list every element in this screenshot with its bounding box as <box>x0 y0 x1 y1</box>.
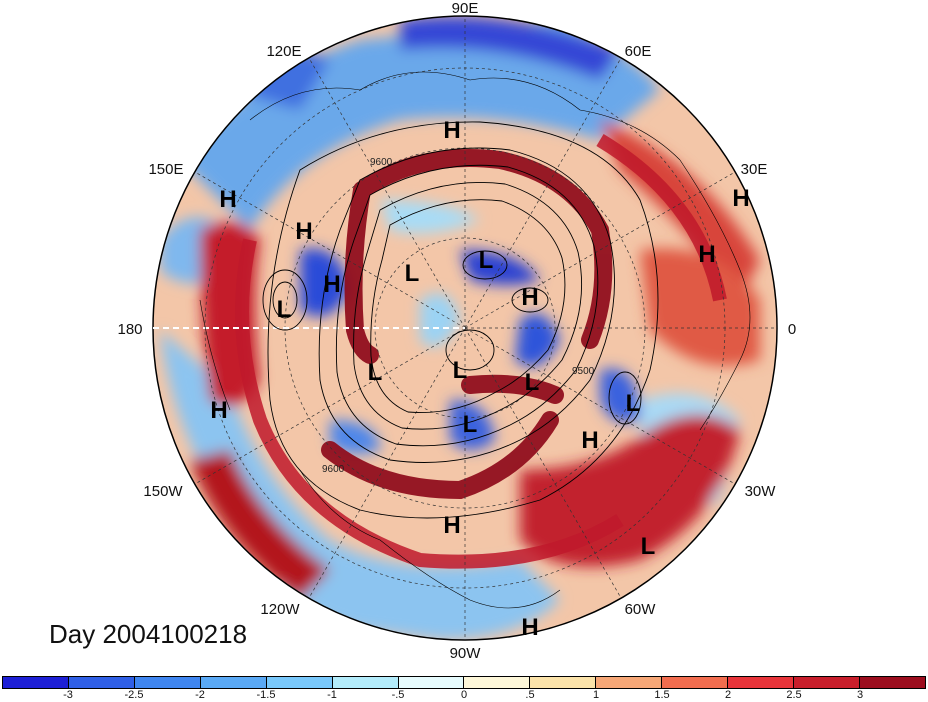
pressure-center-high: H <box>210 397 227 424</box>
colorbar-tick-label: 2 <box>724 689 732 701</box>
colorbar-segment <box>859 677 925 688</box>
colorbar-tick-label: 1.5 <box>654 689 670 701</box>
pressure-center-low: L <box>479 247 494 274</box>
pressure-center-low: L <box>453 357 468 384</box>
pressure-center-high: H <box>443 512 460 539</box>
pressure-center-high: H <box>581 427 598 454</box>
lon-label-120e: 120E <box>266 43 301 60</box>
pressure-center-high: H <box>521 614 538 641</box>
pressure-center-high: H <box>732 185 749 212</box>
colorbar-segment <box>68 677 135 688</box>
day-label: Day 2004100218 <box>49 619 248 649</box>
pressure-center-high: H <box>323 271 340 298</box>
colorbar-segment <box>200 677 267 688</box>
anomaly-field <box>153 16 777 640</box>
lon-label-30w: 30W <box>745 483 777 500</box>
pressure-center-low: L <box>525 369 540 396</box>
lon-label-120w: 120W <box>260 601 300 618</box>
pressure-center-low: L <box>277 296 292 323</box>
contour-label: 9600 <box>370 157 393 168</box>
pressure-center-low: L <box>641 533 656 560</box>
pressure-center-low: L <box>626 390 641 417</box>
lon-label-60e: 60E <box>625 43 652 60</box>
colorbar-segment <box>794 677 860 688</box>
colorbar-tick-labels: -3 -2.5 -2 -1.5 -1 -.5 0 .5 1 1.5 2 2.5 3 <box>0 689 928 702</box>
colorbar-tick-label: 1 <box>592 689 600 701</box>
lon-label-90e: 90E <box>452 0 479 17</box>
colorbar-segment <box>266 677 333 688</box>
contour-label: 9500 <box>572 366 595 377</box>
colorbar-segment <box>662 677 729 688</box>
pressure-center-high: H <box>443 117 460 144</box>
lon-label-60w: 60W <box>625 601 657 618</box>
colorbar-tick-label: 2.5 <box>786 689 802 701</box>
lon-label-90w: 90W <box>450 645 482 662</box>
contour-label: 9600 <box>322 464 345 475</box>
pressure-center-low: L <box>463 411 478 438</box>
colorbar-segment <box>3 677 69 688</box>
colorbar-segment <box>464 677 531 688</box>
colorbar-segment <box>332 677 399 688</box>
lon-label-0: 0 <box>788 321 796 338</box>
lon-label-150w: 150W <box>143 483 183 500</box>
colorbar-tick-label: 0 <box>460 689 468 701</box>
coastlines <box>199 71 751 609</box>
lon-label-150e: 150E <box>148 161 183 178</box>
pressure-center-high: H <box>219 186 236 213</box>
colorbar-segment <box>596 677 663 688</box>
pressure-center-low: L <box>405 260 420 287</box>
colorbar-tick-label: -1 <box>327 689 337 701</box>
colorbar-tick-label: -2.5 <box>124 689 144 701</box>
pressure-center-high: H <box>295 218 312 245</box>
height-contours <box>262 121 659 519</box>
colorbar <box>2 676 926 689</box>
colorbar-segment <box>530 677 597 688</box>
colorbar-segment <box>398 677 465 688</box>
colorbar-tick-label: -.5 <box>391 689 405 701</box>
pressure-centers: H H H H H H L L L H H L L L L H L L H H … <box>210 117 749 641</box>
colorbar-tick-label: -3 <box>63 689 73 701</box>
pressure-center-high: H <box>521 284 538 311</box>
colorbar-tick-label: -1.5 <box>256 689 276 701</box>
colorbar-tick-label: -2 <box>195 689 205 701</box>
pressure-center-high: H <box>698 241 715 268</box>
colorbar-tick-label: .5 <box>525 689 535 701</box>
colorbar-segment <box>134 677 201 688</box>
colorbar-tick-label: 3 <box>856 689 864 701</box>
colorbar-segment <box>728 677 795 688</box>
pressure-center-low: L <box>368 359 383 386</box>
lon-label-180: 180 <box>117 321 142 338</box>
lon-label-30e: 30E <box>741 161 768 178</box>
